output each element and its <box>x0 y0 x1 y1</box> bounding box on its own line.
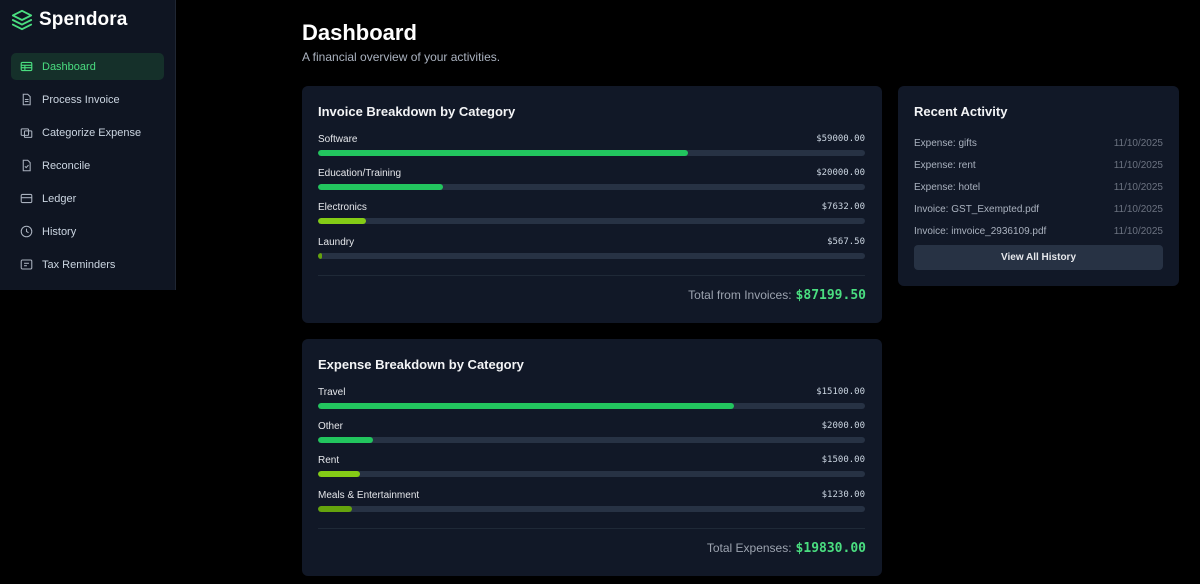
progress-fill <box>318 253 322 259</box>
sidebar-item-ledger[interactable]: Ledger <box>11 185 164 212</box>
sidebar-item-label: Tax Reminders <box>42 258 116 271</box>
activity-text: Invoice: GST_Exempted.pdf <box>914 203 1040 215</box>
category-name: Laundry <box>318 236 355 248</box>
progress-fill <box>318 218 367 224</box>
category-row: Laundry $567.50 <box>318 235 865 259</box>
expense-total: Total Expenses: $19830.00 <box>707 541 866 556</box>
progress-fill <box>318 184 444 190</box>
layers-icon <box>11 9 33 31</box>
card-title: Expense Breakdown by Category <box>318 357 524 372</box>
copy-icon <box>20 126 33 139</box>
activity-item: Expense: hotel 11/10/2025 <box>914 176 1163 198</box>
category-name: Software <box>318 133 358 145</box>
sidebar-item-label: Categorize Expense <box>42 126 142 139</box>
divider <box>318 275 865 276</box>
category-value: $7632.00 <box>821 202 865 212</box>
category-row: Rent $1500.00 <box>318 453 865 477</box>
activity-item: Invoice: GST_Exempted.pdf 11/10/2025 <box>914 198 1163 220</box>
category-row: Other $2000.00 <box>318 419 865 443</box>
activity-list: Expense: gifts 11/10/2025 Expense: rent … <box>914 132 1163 242</box>
activity-item: Expense: rent 11/10/2025 <box>914 154 1163 176</box>
sidebar-item-label: History <box>42 225 77 238</box>
divider <box>318 528 865 529</box>
progress-track <box>318 150 865 156</box>
progress-track <box>318 218 865 224</box>
recent-activity-card: Recent Activity Expense: gifts 11/10/202… <box>898 86 1179 286</box>
category-value: $2000.00 <box>821 421 865 431</box>
sidebar: Spendora Dashboard Process Invoice Categ… <box>0 0 176 290</box>
category-row: Meals & Entertainment $1230.00 <box>318 488 865 512</box>
category-value: $1230.00 <box>821 490 865 500</box>
dashboard-icon <box>20 60 33 73</box>
sidebar-item-label: Dashboard <box>42 60 96 73</box>
category-name: Meals & Entertainment <box>318 489 420 501</box>
page-subtitle: A financial overview of your activities. <box>302 50 501 64</box>
progress-track <box>318 506 865 512</box>
page-title: Dashboard <box>302 20 417 45</box>
category-row: Software $59000.00 <box>318 132 865 156</box>
category-name: Rent <box>318 454 340 466</box>
sidebar-item-label: Process Invoice <box>42 93 120 106</box>
sidebar-item-label: Reconcile <box>42 159 91 172</box>
brand[interactable]: Spendora <box>11 8 127 32</box>
progress-track <box>318 471 865 477</box>
view-all-history-button[interactable]: View All History <box>914 245 1163 270</box>
category-name: Electronics <box>318 201 367 213</box>
progress-fill <box>318 471 360 477</box>
activity-date: 11/10/2025 <box>1113 159 1163 171</box>
category-value: $59000.00 <box>816 134 865 144</box>
sidebar-item-label: Ledger <box>42 192 77 205</box>
category-row: Electronics $7632.00 <box>318 200 865 224</box>
category-value: $20000.00 <box>816 168 865 178</box>
total-label: Total Expenses: <box>706 541 792 555</box>
card-icon <box>20 192 33 205</box>
progress-fill <box>318 150 688 156</box>
category-value: $15100.00 <box>816 387 865 397</box>
category-row: Travel $15100.00 <box>318 385 865 409</box>
activity-item: Expense: gifts 11/10/2025 <box>914 132 1163 154</box>
sidebar-item-dashboard[interactable]: Dashboard <box>11 53 164 80</box>
invoice-breakdown-card: Invoice Breakdown by Category Software $… <box>302 86 882 323</box>
progress-fill <box>318 403 735 409</box>
receipt-icon <box>20 258 33 271</box>
file-check-icon <box>20 159 33 172</box>
sidebar-item-reconcile[interactable]: Reconcile <box>11 152 164 179</box>
activity-text: Expense: rent <box>914 159 976 171</box>
card-title: Invoice Breakdown by Category <box>318 104 516 119</box>
category-value: $1500.00 <box>821 455 865 465</box>
category-row: Education/Training $20000.00 <box>318 166 865 190</box>
progress-fill <box>318 506 352 512</box>
progress-track <box>318 253 865 259</box>
file-icon <box>20 93 33 106</box>
progress-fill <box>318 437 374 443</box>
activity-text: Expense: gifts <box>914 137 977 149</box>
clock-icon <box>20 225 33 238</box>
total-value: $87199.50 <box>795 288 866 303</box>
progress-track <box>318 437 865 443</box>
sidebar-item-tax-reminders[interactable]: Tax Reminders <box>11 251 164 278</box>
activity-text: Invoice: imvoice_2936109.pdf <box>914 225 1047 237</box>
activity-date: 11/10/2025 <box>1113 137 1163 149</box>
total-label: Total from Invoices: <box>688 288 792 302</box>
sidebar-item-categorize-expense[interactable]: Categorize Expense <box>11 119 164 146</box>
activity-item: Invoice: imvoice_2936109.pdf 11/10/2025 <box>914 220 1163 242</box>
total-value: $19830.00 <box>795 541 866 556</box>
activity-date: 11/10/2025 <box>1113 181 1163 193</box>
progress-track <box>318 403 865 409</box>
progress-track <box>318 184 865 190</box>
expense-breakdown-card: Expense Breakdown by Category Travel $15… <box>302 339 882 576</box>
category-name: Education/Training <box>318 167 402 179</box>
sidebar-nav: Dashboard Process Invoice Categorize Exp… <box>11 53 164 284</box>
category-value: $567.50 <box>827 237 865 247</box>
brand-name: Spendora <box>39 9 128 30</box>
activity-date: 11/10/2025 <box>1113 225 1163 237</box>
sidebar-item-history[interactable]: History <box>11 218 164 245</box>
invoice-total: Total from Invoices: $87199.50 <box>688 288 866 303</box>
activity-date: 11/10/2025 <box>1113 203 1163 215</box>
sidebar-item-process-invoice[interactable]: Process Invoice <box>11 86 164 113</box>
category-name: Travel <box>318 386 346 398</box>
category-name: Other <box>318 420 344 432</box>
card-title: Recent Activity <box>914 104 1008 119</box>
activity-text: Expense: hotel <box>914 181 981 193</box>
